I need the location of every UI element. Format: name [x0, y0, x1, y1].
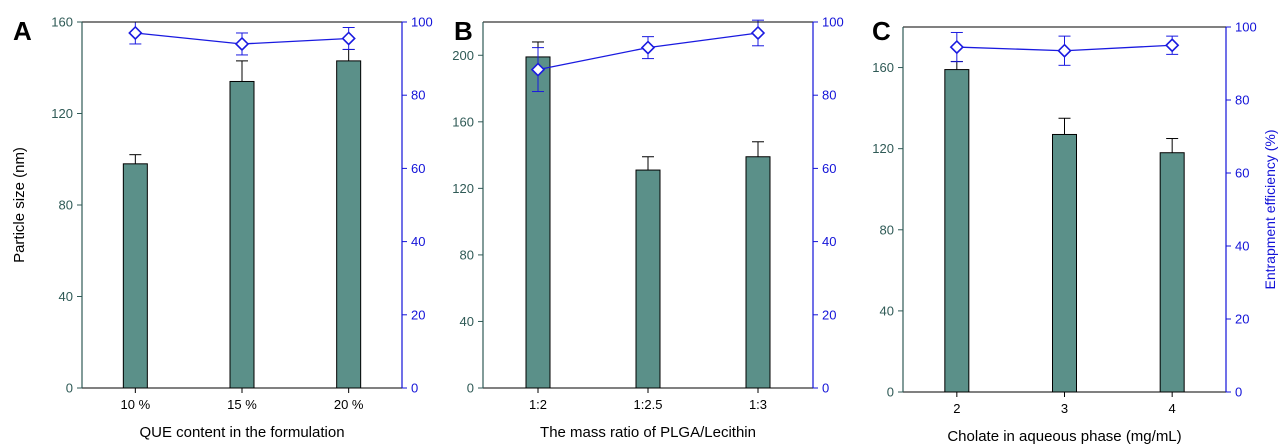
- chart-panel-b: B 0 40 80 120 160 200 0 20 40 60 80 100 1:2 1:2.5 1:3 Th…: [452, 15, 843, 442]
- right-tick-label: 0: [1235, 385, 1242, 400]
- bar: [336, 60, 362, 389]
- x-tick-label: 1:3: [749, 397, 767, 412]
- chart-panel-c: C 0 40 80 120 160 0 20 40 60 80 100 2 3 4 Cholate in aq…: [872, 16, 1278, 445]
- efficiency-point: [234, 36, 250, 52]
- efficiency-point: [128, 25, 143, 41]
- bar: [745, 156, 771, 389]
- left-tick-label: 40: [460, 314, 474, 329]
- bar: [525, 56, 551, 389]
- x-tick-label: 2: [953, 401, 960, 416]
- bar: [1052, 133, 1077, 393]
- right-tick-label: 40: [822, 234, 836, 249]
- right-tick-label: 80: [411, 88, 425, 103]
- right-tick-label: 60: [1235, 166, 1249, 181]
- right-y-axis-title: Entrapment efficiency (%): [1262, 129, 1278, 289]
- x-tick-label: 20 %: [334, 397, 364, 412]
- right-tick-label: 20: [822, 307, 836, 322]
- bar: [635, 169, 661, 389]
- left-tick-label: 120: [872, 141, 894, 156]
- x-tick-label: 4: [1169, 401, 1176, 416]
- panel-letter: C: [872, 16, 891, 46]
- left-tick-label: 80: [880, 222, 894, 237]
- x-axis-title: The mass ratio of PLGA/Lecithin: [540, 424, 756, 441]
- left-tick-label: 80: [460, 247, 474, 262]
- left-tick-label: 40: [59, 289, 73, 304]
- right-tick-label: 100: [411, 15, 433, 30]
- panel-letter: A: [13, 16, 32, 46]
- right-tick-label: 60: [822, 161, 836, 176]
- right-tick-label: 100: [822, 15, 844, 30]
- left-tick-label: 120: [452, 181, 474, 196]
- bar: [122, 163, 148, 389]
- left-tick-label: 160: [872, 60, 894, 75]
- efficiency-point: [341, 31, 356, 46]
- efficiency-point: [949, 39, 964, 55]
- right-tick-label: 0: [822, 381, 829, 396]
- x-tick-label: 3: [1061, 401, 1068, 416]
- bar: [944, 69, 970, 393]
- efficiency-point: [640, 40, 656, 55]
- right-tick-label: 60: [411, 161, 425, 176]
- panel-letter: B: [454, 16, 473, 46]
- right-tick-label: 0: [411, 381, 418, 396]
- left-tick-label: 200: [452, 48, 474, 63]
- left-tick-label: 0: [66, 381, 73, 396]
- bar: [1159, 152, 1185, 393]
- right-tick-label: 80: [822, 88, 836, 103]
- right-tick-label: 20: [411, 307, 425, 322]
- left-tick-label: 120: [51, 106, 73, 121]
- efficiency-point: [750, 25, 766, 41]
- right-tick-label: 100: [1235, 20, 1257, 35]
- right-tick-label: 40: [411, 234, 425, 249]
- left-tick-label: 0: [467, 381, 474, 396]
- left-tick-label: 40: [880, 303, 894, 318]
- left-tick-label: 80: [59, 198, 73, 213]
- left-tick-label: 160: [452, 114, 474, 129]
- efficiency-point: [1165, 38, 1180, 53]
- left-tick-label: 0: [887, 385, 894, 400]
- right-tick-label: 20: [1235, 312, 1249, 327]
- efficiency-point: [530, 62, 546, 77]
- x-tick-label: 15 %: [227, 397, 257, 412]
- right-tick-label: 80: [1235, 93, 1249, 108]
- right-tick-label: 40: [1235, 239, 1249, 254]
- x-tick-label: 1:2.5: [634, 397, 663, 412]
- chart-panel-a: A 0 40 80 120 160 0 20 40 60 80 100 10 % 15 % 20 % QUE …: [11, 15, 433, 442]
- x-axis-title: Cholate in aqueous phase (mg/mL): [947, 428, 1181, 445]
- bar: [229, 80, 255, 389]
- x-axis-title: QUE content in the formulation: [139, 424, 344, 441]
- left-tick-label: 160: [51, 15, 73, 30]
- x-tick-label: 1:2: [529, 397, 547, 412]
- efficiency-point: [1057, 43, 1072, 58]
- left-y-axis-title: Particle size (nm): [11, 147, 28, 263]
- x-tick-label: 10 %: [121, 397, 151, 412]
